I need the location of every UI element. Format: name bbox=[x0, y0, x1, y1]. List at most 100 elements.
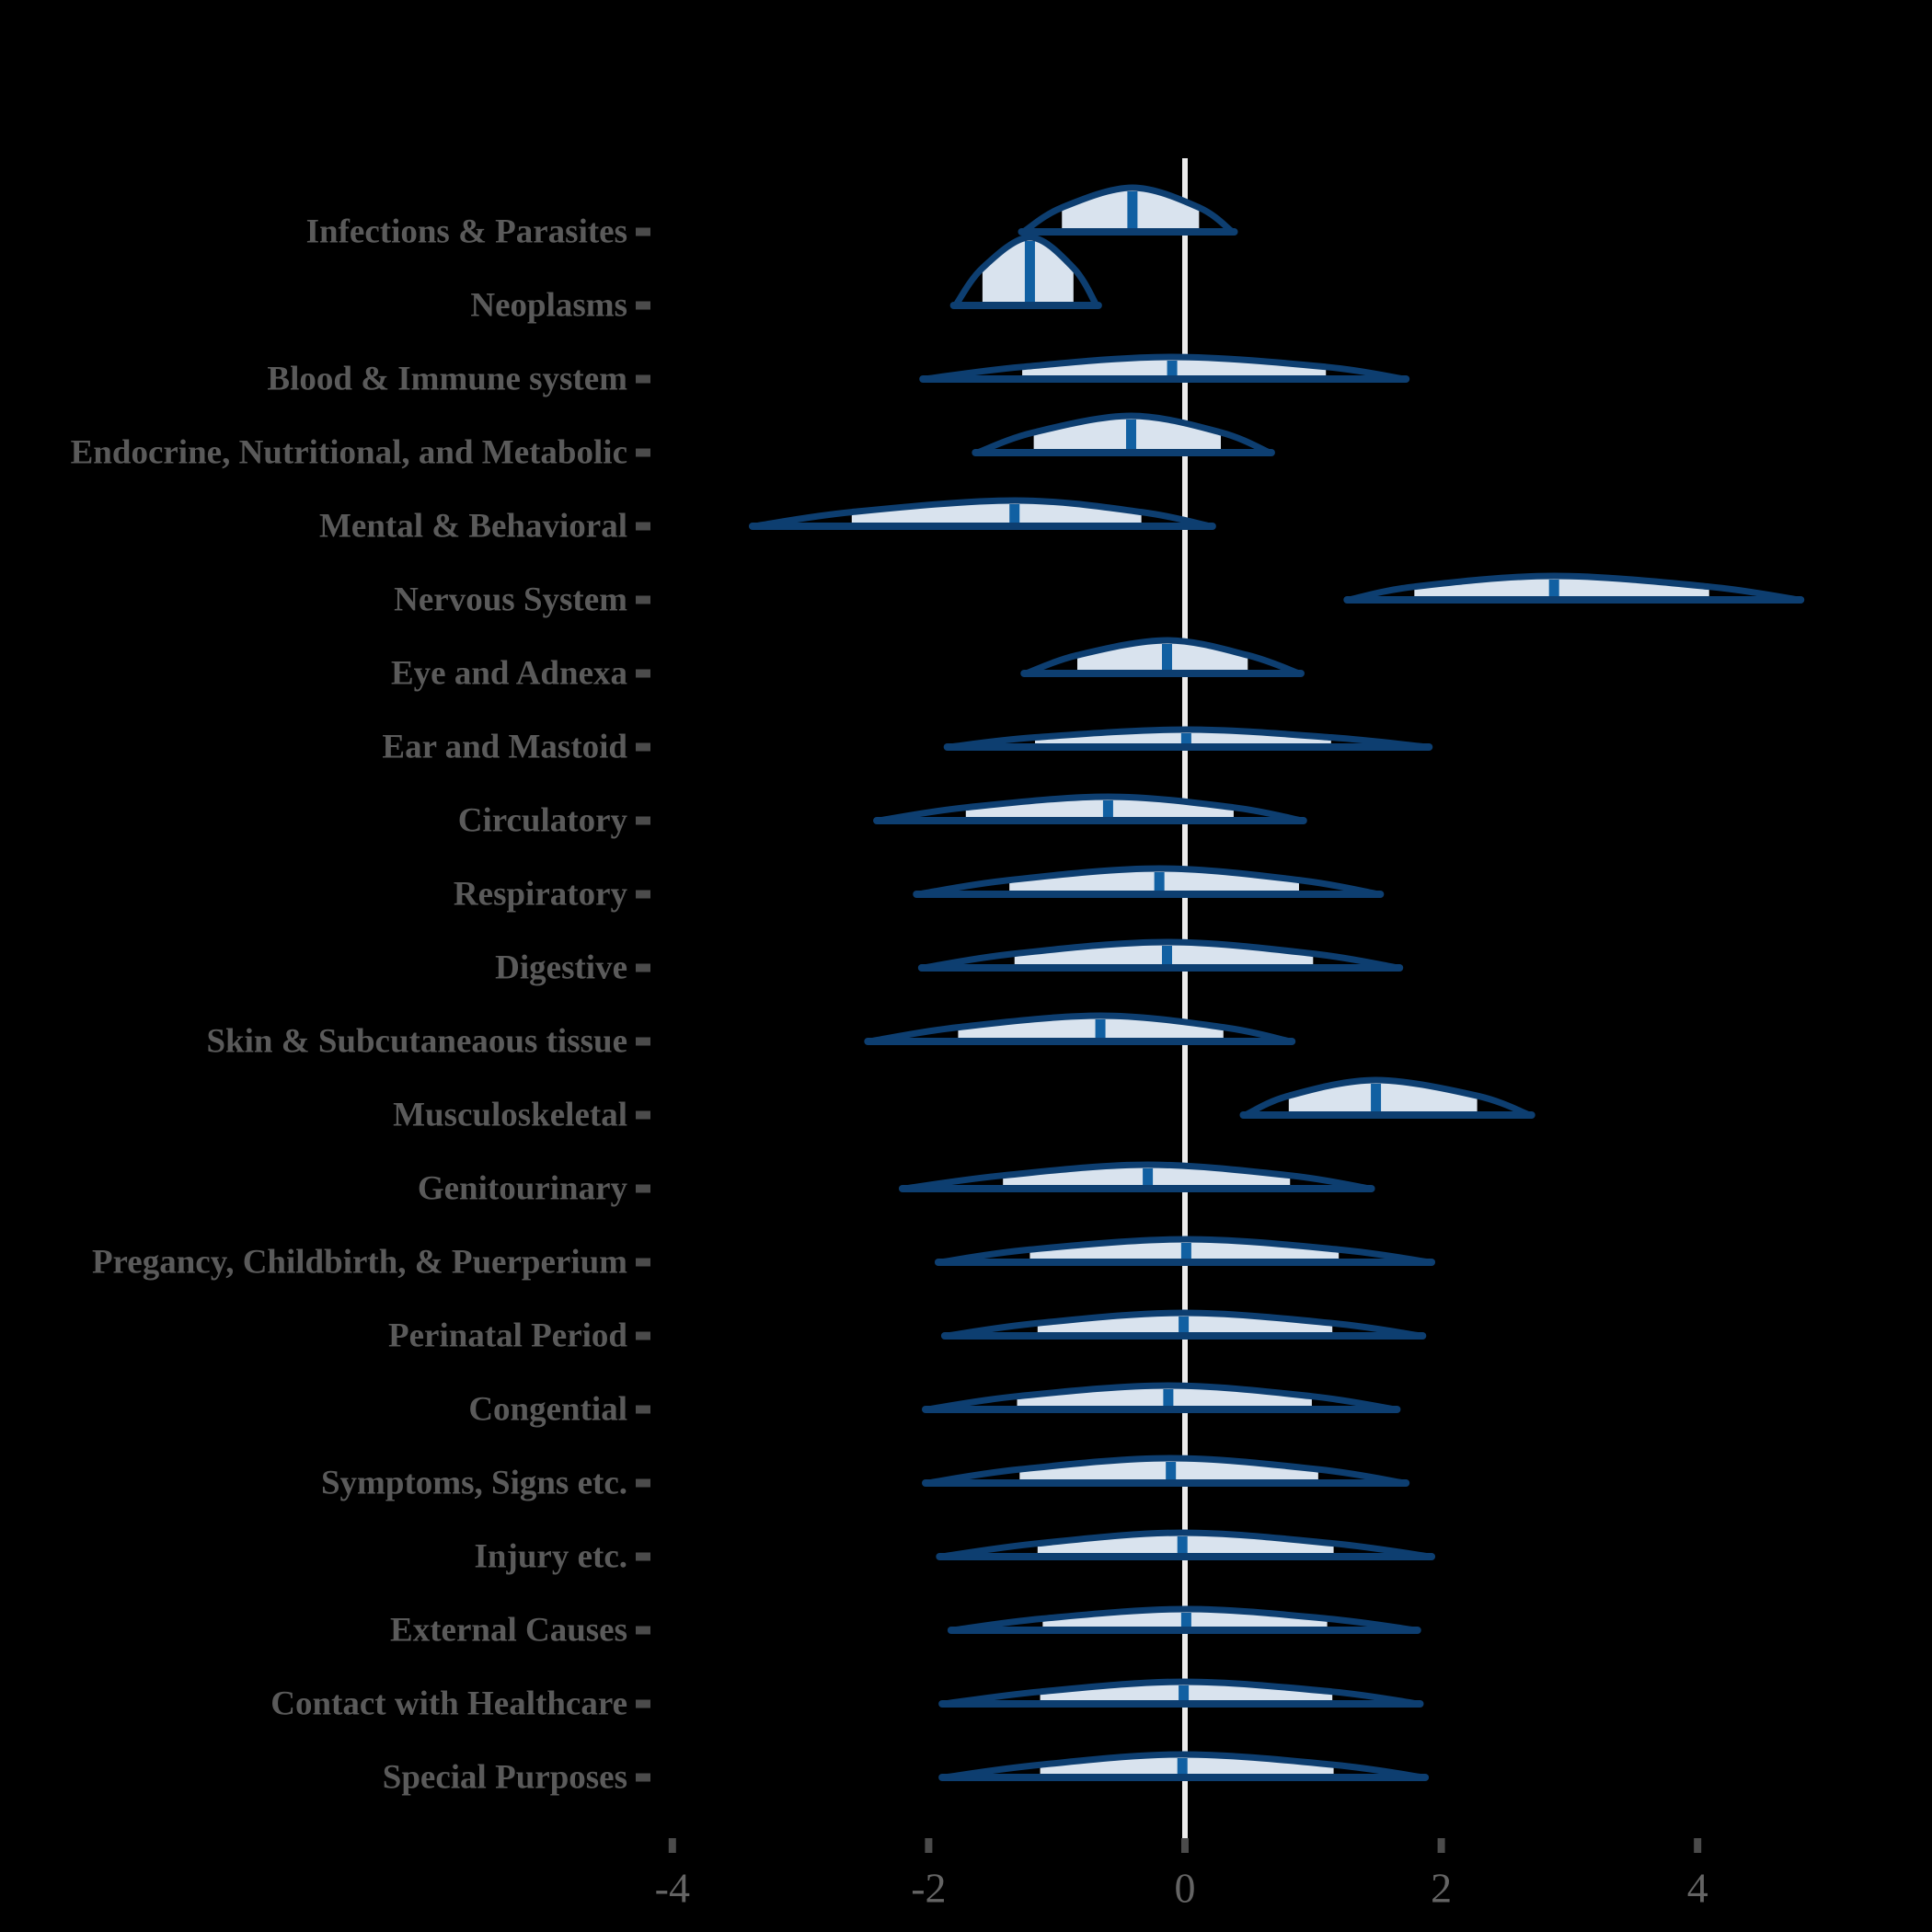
x-tick-label: -2 bbox=[911, 1865, 946, 1912]
x-tick-label: 4 bbox=[1687, 1865, 1708, 1912]
median-line bbox=[1154, 872, 1165, 893]
violin-row: Endocrine, Nutritional, and Metabolic bbox=[71, 412, 1275, 472]
violin-row: Special Purposes bbox=[383, 1751, 1430, 1797]
violin-row: Eye and Adnexa bbox=[391, 637, 1305, 693]
density-outline bbox=[1345, 572, 1802, 604]
category-label: Infections & Parasites bbox=[306, 213, 627, 251]
violin-row: Neoplasms bbox=[470, 234, 1102, 325]
median-line bbox=[1167, 361, 1178, 378]
median-line bbox=[1161, 946, 1172, 967]
density-outline bbox=[751, 497, 1214, 530]
y-tick bbox=[636, 227, 650, 236]
x-tick-label: 0 bbox=[1175, 1865, 1196, 1912]
category-label: Perinatal Period bbox=[388, 1317, 627, 1355]
violin-row: Musculoskeletal bbox=[393, 1076, 1535, 1134]
density-outline bbox=[914, 865, 1382, 898]
median-line bbox=[1179, 1317, 1190, 1335]
category-label: Neoplasms bbox=[470, 287, 627, 325]
violin-row: Contact with Healthcare bbox=[270, 1678, 1424, 1723]
violin-row: Injury etc. bbox=[475, 1529, 1436, 1576]
violin-row: Genitourinary bbox=[418, 1161, 1375, 1208]
y-tick bbox=[636, 1405, 650, 1414]
y-tick bbox=[636, 1552, 650, 1561]
density-outline bbox=[921, 353, 1408, 383]
violin-row: Perinatal Period bbox=[388, 1309, 1427, 1355]
y-tick bbox=[636, 669, 650, 678]
density-outline bbox=[937, 1236, 1433, 1266]
violin-row: Circulatory bbox=[458, 793, 1307, 840]
density-outline bbox=[946, 726, 1431, 751]
category-label: Musculoskeletal bbox=[393, 1097, 627, 1134]
median-line bbox=[1024, 241, 1035, 305]
median-line bbox=[1371, 1084, 1382, 1114]
median-line bbox=[1163, 1389, 1174, 1409]
x-tick bbox=[925, 1838, 933, 1853]
violin-row: Mental & Behavioral bbox=[319, 497, 1216, 546]
y-tick bbox=[636, 448, 650, 457]
median-line bbox=[1009, 504, 1020, 525]
y-tick bbox=[636, 890, 650, 899]
violin-row: Ear and Mastoid bbox=[382, 726, 1433, 766]
density-outline bbox=[949, 1605, 1420, 1634]
y-tick bbox=[636, 522, 650, 531]
y-tick bbox=[636, 301, 650, 310]
violin-row: Congential bbox=[468, 1382, 1401, 1429]
median-line bbox=[1127, 191, 1138, 231]
density-outline bbox=[924, 1455, 1408, 1487]
category-label: Ear and Mastoid bbox=[382, 729, 627, 766]
density-outline bbox=[937, 1529, 1433, 1560]
median-line bbox=[1548, 580, 1559, 599]
median-line bbox=[1095, 1019, 1106, 1041]
y-tick bbox=[636, 816, 650, 825]
category-label: Mental & Behavioral bbox=[319, 508, 627, 546]
violin-row: Infections & Parasites bbox=[306, 184, 1238, 251]
median-line bbox=[1180, 733, 1191, 746]
y-tick bbox=[636, 1110, 650, 1120]
violin-row: Digestive bbox=[495, 938, 1404, 987]
y-tick bbox=[636, 1331, 650, 1340]
y-tick bbox=[636, 1773, 650, 1782]
violin-row: Blood & Immune system bbox=[267, 353, 1410, 398]
category-label: Nervous System bbox=[394, 581, 627, 619]
category-label: Blood & Immune system bbox=[267, 361, 627, 398]
x-tick-label: 2 bbox=[1431, 1865, 1452, 1912]
density-outline bbox=[1241, 1076, 1534, 1119]
category-label: Pregancy, Childbirth, & Puerperium bbox=[92, 1244, 627, 1282]
y-tick bbox=[636, 1478, 650, 1488]
density-outline bbox=[901, 1161, 1374, 1192]
violin-row: External Causes bbox=[390, 1605, 1421, 1650]
y-tick bbox=[636, 1626, 650, 1635]
category-label: Skin & Subcutaneaous tissue bbox=[206, 1023, 627, 1061]
x-tick bbox=[668, 1838, 676, 1853]
violin-row: Symptoms, Signs etc. bbox=[321, 1455, 1410, 1502]
median-line bbox=[1177, 1536, 1188, 1556]
density-outline bbox=[1019, 184, 1236, 236]
y-tick bbox=[636, 1258, 650, 1267]
density-outline bbox=[952, 234, 1100, 309]
median-line bbox=[1161, 644, 1172, 673]
category-label: Respiratory bbox=[454, 876, 628, 914]
category-label: Congential bbox=[468, 1391, 627, 1429]
density-outline bbox=[924, 1382, 1398, 1413]
density-outline bbox=[940, 1751, 1427, 1781]
median-line bbox=[1180, 1613, 1191, 1629]
x-tick-label: -4 bbox=[655, 1865, 690, 1912]
density-outline bbox=[1022, 637, 1303, 677]
median-line bbox=[1179, 1685, 1190, 1703]
category-label: Contact with Healthcare bbox=[270, 1685, 627, 1723]
median-line bbox=[1102, 800, 1113, 820]
median-line bbox=[1177, 1758, 1188, 1777]
density-outline bbox=[920, 938, 1401, 972]
violin-row: Respiratory bbox=[454, 865, 1385, 914]
violin-row: Pregancy, Childbirth, & Puerperium bbox=[92, 1236, 1436, 1282]
category-label: Injury etc. bbox=[475, 1538, 627, 1576]
density-outline bbox=[973, 412, 1273, 456]
category-label: Circulatory bbox=[458, 802, 628, 840]
y-tick bbox=[636, 742, 650, 752]
category-label: Eye and Adnexa bbox=[391, 655, 627, 693]
density-outline bbox=[943, 1309, 1424, 1340]
x-tick bbox=[1181, 1838, 1189, 1853]
y-tick bbox=[636, 1699, 650, 1708]
